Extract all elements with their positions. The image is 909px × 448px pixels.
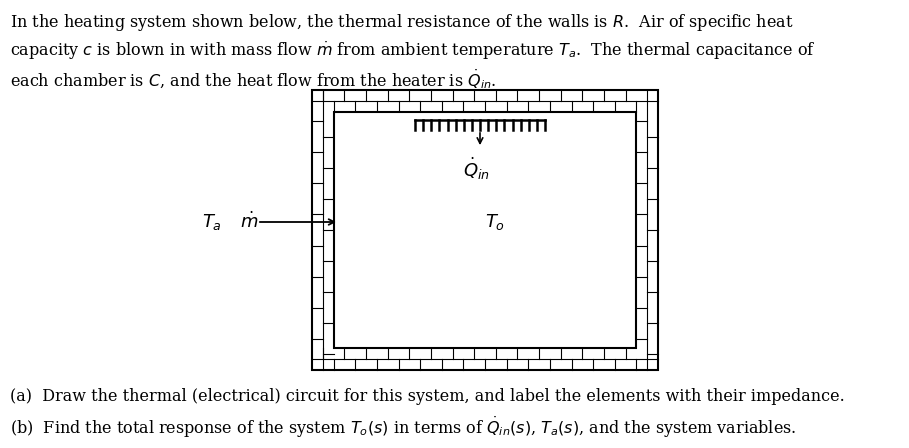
Text: In the heating system shown below, the thermal resistance of the walls is $R$.  : In the heating system shown below, the t… [10,12,794,33]
Text: (b)  Find the total response of the system $T_o(s)$ in terms of $\dot{Q}_{in}(s): (b) Find the total response of the syste… [10,415,796,440]
Text: each chamber is $C$, and the heat flow from the heater is $\dot{Q}_{in}$.: each chamber is $C$, and the heat flow f… [10,68,496,91]
Text: $T_o$: $T_o$ [484,212,505,232]
Text: $\dot{Q}_{in}$: $\dot{Q}_{in}$ [463,156,489,182]
Bar [312,90,658,370]
Text: capacity $c$ is blown in with mass flow $\dot{m}$ from ambient temperature $T_a$: capacity $c$ is blown in with mass flow … [10,40,816,62]
Bar [334,112,636,348]
Text: $T_a$: $T_a$ [202,212,222,232]
Text: $\dot{m}$: $\dot{m}$ [240,212,258,232]
Text: (a)  Draw the thermal (electrical) circuit for this system, and label the elemen: (a) Draw the thermal (electrical) circui… [10,388,844,405]
